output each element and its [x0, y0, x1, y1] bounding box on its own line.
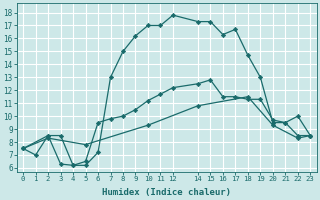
- X-axis label: Humidex (Indice chaleur): Humidex (Indice chaleur): [102, 188, 231, 197]
